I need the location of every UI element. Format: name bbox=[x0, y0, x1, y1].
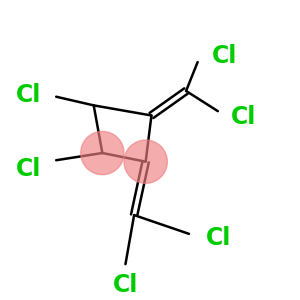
Text: Cl: Cl bbox=[16, 83, 42, 107]
Text: Cl: Cl bbox=[212, 44, 237, 68]
Circle shape bbox=[81, 131, 124, 175]
Text: Cl: Cl bbox=[231, 105, 256, 129]
Text: Cl: Cl bbox=[16, 157, 42, 181]
Circle shape bbox=[124, 140, 167, 183]
Text: Cl: Cl bbox=[206, 226, 232, 250]
Text: Cl: Cl bbox=[113, 273, 138, 297]
